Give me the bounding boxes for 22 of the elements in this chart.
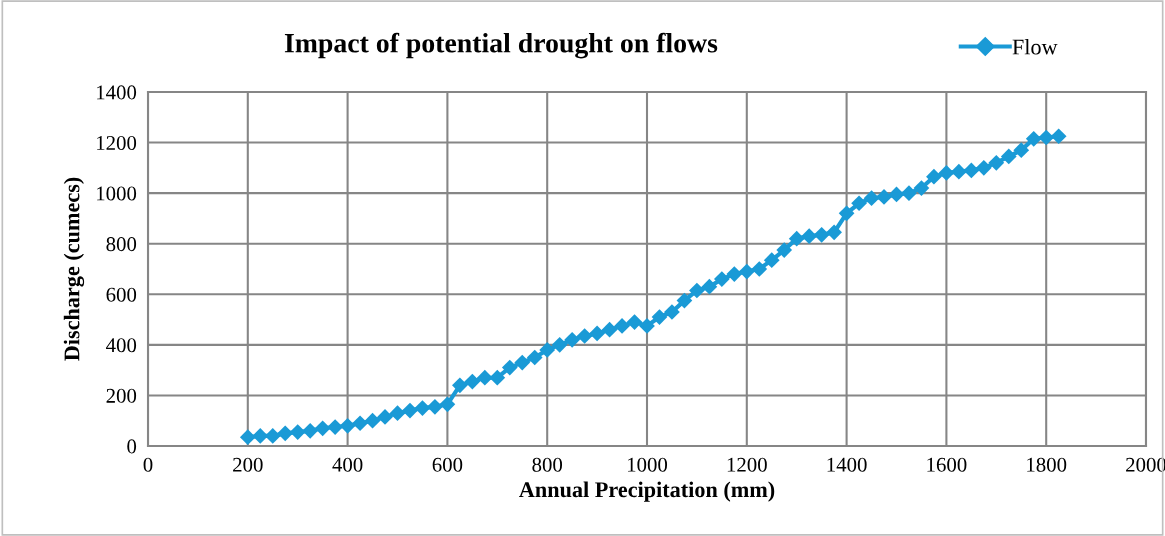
x-tick-label: 200 <box>233 457 263 472</box>
x-tick-label: 1400 <box>827 457 867 472</box>
y-tick-label: 1000 <box>97 186 137 201</box>
y-tick-label: 0 <box>127 439 137 454</box>
y-tick-label: 200 <box>106 388 137 403</box>
y-tick-label: 1400 <box>97 85 137 100</box>
x-tick-label: 0 <box>143 457 153 472</box>
chart-title: Impact of potential drought on flows <box>284 32 718 59</box>
x-tick-label: 600 <box>432 457 463 472</box>
y-tick-label: 600 <box>106 287 137 302</box>
legend-label: Flow <box>1012 38 1058 55</box>
x-axis-title: Annual Precipitation (mm) <box>519 481 775 502</box>
x-tick-label: 1800 <box>1027 457 1067 472</box>
y-tick-label: 400 <box>106 338 137 353</box>
x-tick-label: 800 <box>532 457 563 472</box>
x-tick-label: 1600 <box>927 457 967 472</box>
y-axis-title: Discharge (cumecs) <box>63 177 85 361</box>
y-tick-label: 1200 <box>97 135 137 150</box>
x-tick-label: 1000 <box>628 457 668 472</box>
y-tick-label: 800 <box>106 237 137 252</box>
x-tick-label: 400 <box>332 457 363 472</box>
x-tick-label: 1200 <box>727 457 767 472</box>
